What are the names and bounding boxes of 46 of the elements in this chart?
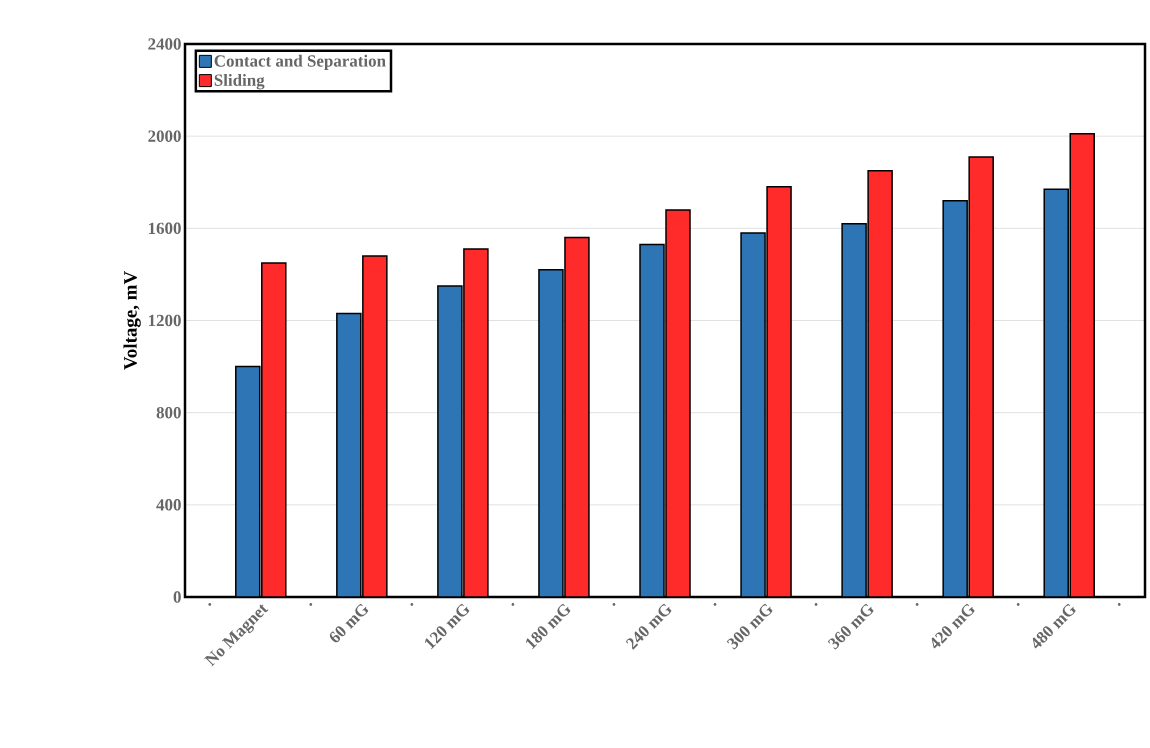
bar xyxy=(538,269,564,597)
x-tick-label: . xyxy=(915,603,919,606)
x-tick-label: 480 mG xyxy=(1032,603,1076,649)
bar xyxy=(564,236,590,597)
bar xyxy=(968,156,994,597)
x-tick-label: . xyxy=(814,603,818,606)
bar xyxy=(437,285,463,597)
bar xyxy=(362,255,388,597)
x-tick-label: 120 mG xyxy=(424,603,470,650)
y-tick-label: 800 xyxy=(156,406,181,419)
legend-label: Sliding xyxy=(214,73,265,90)
y-tick-label: 400 xyxy=(156,499,181,511)
legend-label: Contact and Separation xyxy=(214,54,386,71)
y-tick-label: 2000 xyxy=(148,130,181,142)
bar xyxy=(665,209,691,597)
bar xyxy=(942,199,968,597)
y-tick-label: 1200 xyxy=(148,314,181,327)
x-tick-label: . xyxy=(612,603,616,606)
x-tick-label: 360 mG xyxy=(827,603,874,650)
bar xyxy=(766,186,792,597)
x-tick-label: . xyxy=(511,603,515,606)
x-tick-label: 60 mG xyxy=(329,603,369,643)
bar xyxy=(235,365,261,597)
bar xyxy=(1069,133,1095,597)
y-axis-title: Voltage, mV xyxy=(123,271,141,370)
y-tick-label: 1600 xyxy=(148,222,181,235)
x-tick-label: 300 mG xyxy=(726,603,773,650)
x-tick-label: . xyxy=(713,603,717,606)
x-tick-label: 180 mG xyxy=(526,603,571,650)
y-tick-label: 2400 xyxy=(148,38,181,50)
x-tick-label: 240 mG xyxy=(625,603,672,650)
x-tick-label: . xyxy=(208,603,212,606)
bar xyxy=(841,222,867,597)
bar xyxy=(639,243,665,597)
x-tick-label: . xyxy=(1117,603,1121,606)
x-tick-label: . xyxy=(309,603,313,606)
x-tick-label: . xyxy=(410,603,414,606)
bar xyxy=(740,232,766,597)
y-tick-label: 0 xyxy=(173,591,181,603)
x-tick-label: . xyxy=(1016,603,1020,606)
bar xyxy=(867,169,893,597)
bar xyxy=(336,312,362,597)
bar xyxy=(261,262,287,597)
bar xyxy=(463,248,489,597)
bar xyxy=(1043,188,1069,597)
x-tick-label: 420 mG xyxy=(931,603,975,649)
